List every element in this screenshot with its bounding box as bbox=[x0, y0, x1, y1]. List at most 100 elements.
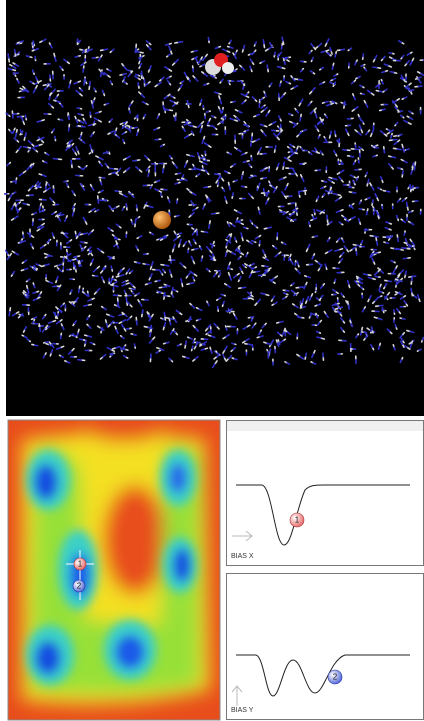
bond bbox=[313, 363, 315, 364]
bond bbox=[202, 64, 204, 65]
bond bbox=[385, 228, 388, 229]
bond bbox=[260, 336, 263, 337]
bond bbox=[277, 343, 278, 346]
bond bbox=[388, 130, 390, 131]
bond bbox=[411, 288, 412, 292]
bond bbox=[193, 277, 194, 279]
bond bbox=[332, 66, 333, 69]
bond bbox=[89, 247, 91, 249]
bond bbox=[379, 287, 380, 290]
panel-shade bbox=[227, 421, 423, 431]
bond bbox=[382, 82, 383, 84]
bond bbox=[223, 116, 224, 117]
bond bbox=[33, 322, 34, 324]
ion bbox=[153, 211, 171, 229]
bond bbox=[124, 81, 126, 82]
bond bbox=[122, 133, 124, 134]
bond bbox=[318, 304, 321, 305]
bond bbox=[224, 171, 227, 172]
bond bbox=[150, 187, 151, 189]
bond bbox=[362, 120, 363, 122]
bond bbox=[215, 92, 218, 93]
bond bbox=[201, 248, 202, 250]
bond bbox=[103, 268, 104, 270]
bond bbox=[252, 241, 254, 242]
bond bbox=[122, 349, 125, 350]
bond bbox=[312, 256, 313, 258]
bond bbox=[302, 299, 303, 303]
bond bbox=[312, 58, 313, 60]
bond bbox=[174, 244, 175, 248]
bond bbox=[406, 149, 409, 150]
bond bbox=[163, 169, 164, 173]
bond bbox=[352, 192, 355, 193]
bond bbox=[35, 345, 38, 346]
bond bbox=[333, 194, 337, 195]
bond bbox=[9, 312, 10, 316]
bond bbox=[175, 183, 177, 184]
bond bbox=[316, 114, 317, 118]
bond bbox=[241, 233, 242, 237]
bond bbox=[128, 70, 130, 71]
bond bbox=[136, 246, 137, 248]
bond bbox=[225, 197, 226, 200]
bond bbox=[317, 331, 319, 332]
bond bbox=[200, 158, 202, 159]
bond bbox=[157, 116, 158, 118]
bond bbox=[252, 268, 254, 269]
bond bbox=[114, 245, 116, 246]
bond bbox=[341, 49, 345, 50]
bond bbox=[408, 246, 411, 247]
bond bbox=[372, 327, 373, 330]
bond bbox=[27, 339, 29, 340]
bond bbox=[84, 167, 85, 168]
bond bbox=[400, 134, 402, 135]
bond bbox=[240, 277, 241, 279]
bond bbox=[351, 207, 353, 208]
bond bbox=[353, 181, 354, 183]
bond bbox=[195, 249, 198, 250]
bond bbox=[248, 344, 251, 345]
bond bbox=[61, 356, 63, 357]
bond bbox=[101, 73, 102, 76]
bond bbox=[361, 240, 362, 243]
bond bbox=[382, 308, 383, 310]
bond bbox=[26, 56, 29, 57]
bond bbox=[75, 266, 76, 269]
bond bbox=[174, 290, 176, 291]
bond bbox=[175, 118, 176, 120]
bond bbox=[133, 292, 134, 294]
bond bbox=[402, 55, 403, 57]
bond bbox=[290, 151, 293, 152]
bond bbox=[28, 279, 30, 280]
bond bbox=[117, 244, 118, 248]
bond bbox=[194, 51, 197, 52]
bond bbox=[312, 151, 316, 152]
bond bbox=[150, 333, 151, 337]
bond bbox=[49, 96, 50, 99]
marker-label: 1 bbox=[78, 560, 83, 569]
bond bbox=[213, 126, 215, 127]
bond bbox=[191, 201, 192, 203]
bond bbox=[333, 178, 337, 179]
bond bbox=[132, 289, 135, 290]
bond bbox=[317, 298, 319, 299]
bond bbox=[80, 184, 82, 185]
bond bbox=[394, 347, 395, 349]
bond bbox=[391, 136, 392, 138]
bond bbox=[14, 192, 16, 193]
bond bbox=[244, 45, 245, 48]
bond bbox=[159, 238, 161, 239]
bond bbox=[24, 147, 27, 148]
bond bbox=[317, 316, 318, 318]
bond bbox=[300, 118, 301, 121]
bond bbox=[74, 257, 77, 258]
bond bbox=[355, 62, 356, 64]
bond bbox=[123, 140, 124, 142]
bond bbox=[170, 319, 174, 320]
bond bbox=[361, 65, 363, 66]
bond bbox=[136, 116, 137, 118]
bond bbox=[392, 157, 395, 158]
bond bbox=[168, 54, 170, 55]
bond bbox=[7, 164, 9, 165]
